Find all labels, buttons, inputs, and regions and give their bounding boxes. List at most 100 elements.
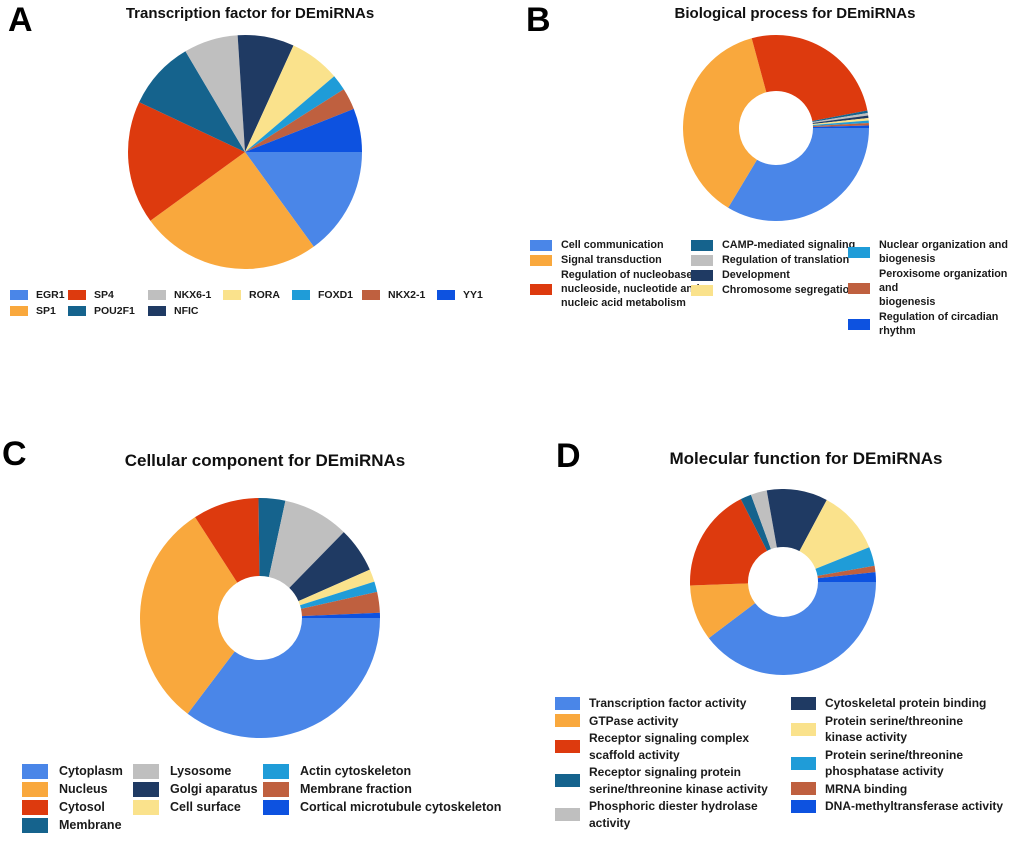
legend-label-foxd1: FOXD1 (318, 289, 354, 301)
legend-column-a-5: FOXD1 (292, 287, 353, 303)
slice-cytoplasm (187, 618, 380, 738)
legend-swatch-receptor-signaling-complex-scaffold-activity (555, 740, 580, 753)
legend-label-sp1: SP1 (36, 305, 56, 317)
legend-label-nkx2-1: NKX2-1 (388, 289, 426, 301)
legend-column-d-2: Cytoskeletal protein binding Protein seri… (791, 695, 1003, 816)
legend-swatch-foxd1 (292, 290, 310, 300)
slice-regulation-of-circadian-rhythm (812, 125, 869, 128)
legend-item-egr1: EGR1 (10, 287, 65, 303)
legend-swatch-membrane-fraction (263, 781, 289, 797)
slice-phosphoric-diester-hydrolase-activity (750, 490, 777, 550)
legend-column-a-4: RORA (223, 287, 280, 303)
legend-item-sp4: SP4 (68, 287, 135, 303)
legend-column-c-3: Actin cytoskeleton Membrane fraction Corti… (263, 762, 501, 816)
transcription-factor-pie-chart (128, 35, 362, 269)
legend-label-phosphoric-diester-hydrolase-activity: Phosphoric diester hydrolase activity (589, 799, 758, 830)
legend-swatch-nkx6-1 (148, 290, 166, 300)
panel-d-letter: D (556, 437, 581, 475)
legend-item-nuclear-organization-and-biogenesis: Nuclear organization and biogenesis (848, 238, 1020, 266)
legend-label-pou2f1: POU2F1 (94, 305, 135, 317)
legend-label-actin-cytoskeleton: Actin cytoskeleton (300, 764, 412, 778)
legend-swatch-protein-serine-threonine-phosphatase-activity (791, 756, 816, 770)
legend-label-receptor-signaling-protein-serine-threonine-kinase-activity: Receptor signaling protein serine/threon… (589, 765, 768, 796)
legend-swatch-membrane (22, 817, 48, 833)
slice-sp1 (150, 152, 314, 269)
legend-label-regulation-of-nucleobase-nucleoside-nucleotide-and-nucleic-acid-metabolism: Regulation of nucleobase, nucleoside, nu… (561, 269, 700, 309)
legend-label-golgi-aparatus: Golgi aparatus (170, 782, 258, 796)
legend-item-nkx6-1: NKX6-1 (148, 287, 211, 303)
legend-label-cytosol: Cytosol (59, 800, 105, 814)
legend-label-nfic: NFIC (174, 305, 199, 317)
legend-item-phosphoric-diester-hydrolase-activity: Phosphoric diester hydrolase activity (555, 798, 768, 831)
legend-item-nkx2-1: NKX2-1 (362, 287, 425, 303)
slice-cell-surface (298, 569, 375, 606)
legend-label-protein-serine-threonine-phosphatase-activity: Protein serine/threonine phosphatase act… (825, 747, 964, 779)
legend-item-gtpase-activity: GTPase activity (555, 713, 768, 730)
legend-swatch-nkx2-1 (362, 290, 380, 300)
slice-mrna-binding (817, 565, 876, 579)
slice-protein-serine-threonine-kinase-activity (799, 499, 870, 569)
legend-swatch-actin-cytoskeleton (263, 763, 289, 779)
slice-cortical-microtubule-cytoskeleton (301, 612, 380, 618)
slice-rora (245, 45, 335, 152)
legend-swatch-receptor-signaling-protein-serine-threonine-kinase-activity (555, 774, 580, 787)
slice-cytosol (195, 498, 260, 583)
slice-nfic (237, 35, 294, 152)
legend-label-membrane-fraction: Membrane fraction (300, 782, 412, 796)
slice-nucleus (140, 517, 238, 714)
legend-swatch-signal-transduction (530, 254, 552, 266)
legend-label-rora: RORA (249, 289, 280, 301)
slice-dna-methyltransferase-activity (817, 572, 876, 582)
legend-item-foxd1: FOXD1 (292, 287, 353, 303)
legend-item-dna-methyltransferase-activity: DNA-methyltransferase activity (791, 798, 1003, 815)
legend-label-nuclear-organization-and-biogenesis: Nuclear organization and biogenesis (879, 239, 1008, 265)
legend-label-yy1: YY1 (463, 289, 483, 301)
legend-label-dna-methyltransferase-activity: DNA-methyltransferase activity (825, 799, 1004, 813)
legend-item-sp1: SP1 (10, 303, 65, 319)
slice-regulation-of-translation (812, 112, 869, 124)
legend-label-development: Development (722, 269, 790, 281)
slice-foxd1 (245, 76, 344, 152)
legend-swatch-dna-methyltransferase-activity (791, 799, 816, 813)
slice-membrane (258, 498, 286, 577)
slice-nuclear-organization-and-biogenesis (812, 120, 869, 127)
legend-swatch-golgi-aparatus (133, 781, 159, 797)
slice-yy1 (245, 108, 362, 152)
legend-item-protein-serine-threonine-phosphatase-activity: Protein serine/threonine phosphatase act… (791, 747, 1003, 780)
legend-item-yy1: YY1 (437, 287, 483, 303)
slice-signal-transduction (683, 38, 767, 208)
biological-process-donut-chart (683, 35, 869, 221)
slice-transcription-factor-activity (708, 582, 876, 675)
legend-swatch-nucleus (22, 781, 48, 797)
legend-label-cytoskeletal-protein-binding: Cytoskeletal protein binding (825, 696, 987, 710)
slice-sp4 (128, 102, 245, 221)
legend-item-regulation-of-nucleobase-nucleoside-nucleotide-and-nucleic-acid-metabolism: Regulation of nucleobase, nucleoside, nu… (530, 268, 700, 310)
legend-label-mrna-binding: MRNA binding (825, 781, 908, 796)
legend-item-regulation-of-translation: Regulation of translation (691, 253, 856, 267)
legend-label-signal-transduction: Signal transduction (561, 254, 662, 266)
legend-item-protein-serine-threonine-kinase-activity: Protein serine/threonine kinase activity (791, 713, 1003, 746)
legend-label-lysosome: Lysosome (170, 764, 232, 778)
legend-item-membrane-fraction: Membrane fraction (263, 780, 501, 798)
cellular-component-donut-chart (140, 498, 380, 738)
legend-swatch-lysosome (133, 763, 159, 779)
legend-column-a-1: EGR1 SP1 (10, 287, 65, 319)
legend-swatch-phosphoric-diester-hydrolase-activity (555, 808, 580, 821)
legend-column-b-2: CAMP-mediated signaling Regulation of tra… (691, 238, 856, 298)
legend-column-a-6: NKX2-1 (362, 287, 425, 303)
legend-swatch-peroxisome-organization-and-biogenesis (848, 282, 870, 294)
legend-swatch-yy1 (437, 290, 455, 300)
legend-swatch-nuclear-organization-and-biogenesis (848, 246, 870, 258)
panel-c-letter: C (2, 435, 27, 473)
slice-regulation-of-nucleobase-nucleoside-nucleotide-and-nucleic-acid-metabolism (751, 35, 868, 122)
legend-item-nfic: NFIC (148, 303, 211, 319)
legend-item-cytoskeletal-protein-binding: Cytoskeletal protein binding (791, 695, 1003, 712)
slice-egr1 (245, 152, 362, 247)
legend-item-cell-surface: Cell surface (133, 798, 258, 816)
molecular-function-donut-chart (690, 489, 876, 675)
legend-item-development: Development (691, 268, 856, 282)
legend-label-sp4: SP4 (94, 289, 114, 301)
legend-label-cortical-microtubule-cytoskeleton: Cortical microtubule cytoskeleton (300, 800, 502, 814)
legend-label-peroxisome-organization-and-biogenesis: Peroxisome organization and biogenesis (879, 268, 1008, 308)
